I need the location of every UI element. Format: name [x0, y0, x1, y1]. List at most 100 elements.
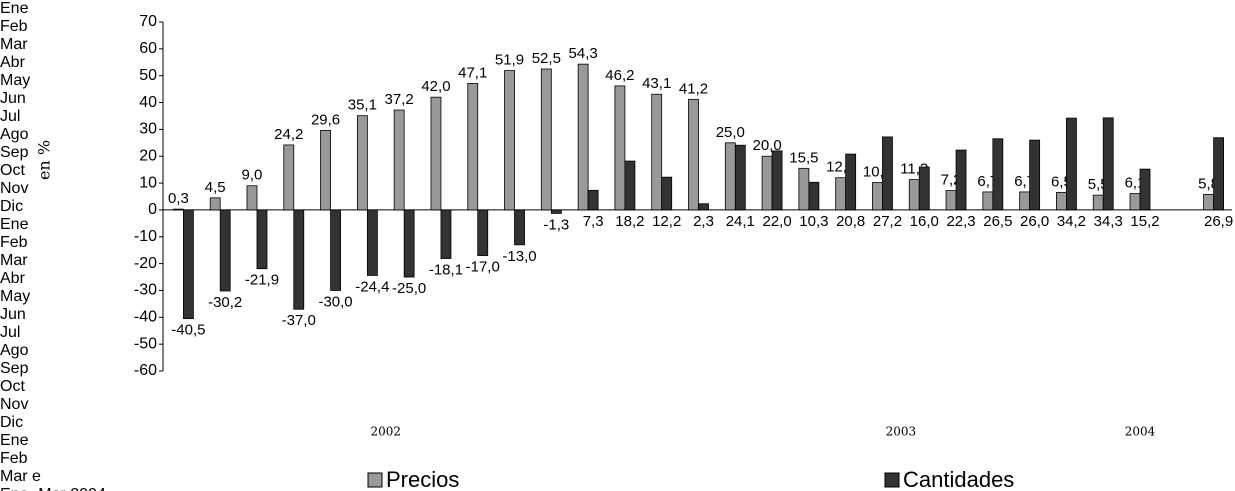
data-label: 35,1 [348, 97, 377, 114]
bar [430, 96, 442, 211]
x-tick-label: Feb [0, 234, 28, 251]
x-tick-label: Ene [0, 216, 29, 233]
y-tick-label: -40 [134, 309, 157, 326]
y-tick-label: 70 [139, 13, 157, 30]
y-tick-label: -50 [134, 335, 157, 352]
bar [246, 185, 258, 211]
legend-label: Cantidades [903, 467, 1014, 491]
data-label: 37,2 [385, 91, 414, 108]
data-label: 41,2 [679, 80, 708, 97]
x-tick-label: Jun [0, 306, 26, 323]
y-tick-label: -30 [134, 282, 157, 299]
data-label: -24,4 [355, 278, 389, 295]
x-tick-label: Nov [0, 180, 29, 197]
x-tick-label: Mar e [0, 468, 41, 485]
bar [992, 138, 1004, 211]
bar [209, 197, 221, 211]
data-label: 42,0 [421, 78, 450, 95]
data-label: 18,2 [615, 213, 644, 230]
x-tick-label: Ene- Mar 2004 [0, 486, 1235, 491]
data-label: 4,5 [205, 179, 226, 196]
data-label: 34,3 [1094, 213, 1123, 230]
y-tick-label: 50 [139, 67, 157, 84]
bar [872, 182, 883, 211]
data-label: 10,3 [799, 213, 828, 230]
data-label: 27,2 [873, 213, 902, 230]
bar [467, 83, 479, 211]
bar [1019, 191, 1031, 211]
legend-swatch [884, 472, 900, 488]
x-tick-label: Ago [0, 126, 29, 143]
data-label: 47,1 [458, 64, 487, 81]
y-tick-label: 10 [139, 174, 157, 191]
y-tick-label: -60 [134, 362, 157, 379]
data-label: 15,2 [1130, 213, 1159, 230]
bar [587, 189, 599, 211]
x-tick-label: May [0, 288, 31, 305]
bar [734, 144, 746, 211]
legend-swatch [367, 472, 383, 488]
y-tick-label: 40 [139, 94, 157, 111]
bar [1203, 193, 1215, 211]
bar [945, 190, 957, 211]
data-label: 22,0 [762, 213, 791, 230]
data-label: 24,1 [726, 213, 755, 230]
bar [440, 209, 452, 259]
data-label: 20,8 [836, 213, 865, 230]
bar [698, 203, 709, 211]
x-tick-label: Abr [0, 270, 25, 287]
bar [293, 209, 305, 310]
data-label: 7,3 [583, 213, 604, 230]
bar [808, 181, 820, 211]
bar [955, 149, 967, 211]
bar [540, 68, 552, 211]
bar [1066, 117, 1077, 211]
data-label: 0,3 [168, 190, 189, 207]
bar [1056, 192, 1067, 211]
data-label: -13,0 [502, 248, 536, 265]
x-tick-label: Nov [0, 396, 29, 413]
data-label: 2,3 [693, 213, 714, 230]
bar [614, 85, 626, 211]
bar [651, 93, 663, 211]
y-tick-label: -10 [134, 228, 157, 245]
data-label: 51,9 [495, 52, 524, 69]
year-label: 2004 [1125, 425, 1156, 439]
bar [504, 70, 515, 211]
data-label: 9,0 [242, 167, 263, 184]
bar [1102, 117, 1114, 211]
bar [1092, 194, 1104, 211]
data-label: 26,0 [1020, 213, 1049, 230]
bar [771, 150, 783, 211]
y-tick-label: 0 [148, 201, 157, 218]
x-tick-label: Mar [0, 36, 28, 53]
data-label: -25,0 [392, 280, 426, 297]
bar [761, 155, 773, 211]
x-tick-label: Jun [0, 90, 26, 107]
data-label: -18,1 [429, 261, 463, 278]
x-tick-label: Abr [0, 54, 25, 71]
x-tick-label: May [0, 72, 31, 89]
year-label: 2002 [370, 425, 401, 439]
bar [477, 209, 489, 256]
data-label: 16,0 [910, 213, 939, 230]
y-tick-label: -20 [134, 255, 157, 272]
x-tick-label: Ago [0, 342, 29, 359]
x-tick-label: Feb [0, 450, 28, 467]
legend-label: Precios [386, 467, 459, 491]
data-label: 34,2 [1057, 213, 1086, 230]
y-tick-label: 30 [139, 121, 157, 138]
bar [835, 177, 847, 211]
data-label: 46,2 [605, 67, 634, 84]
bar [514, 209, 525, 246]
data-label: 22,3 [946, 213, 975, 230]
y-axis-label: en % [35, 140, 54, 180]
bar [661, 176, 673, 211]
bar [982, 191, 994, 211]
data-label: -37,0 [282, 312, 316, 329]
x-tick-label: Mar [0, 252, 28, 269]
x-tick-label: Ene [0, 0, 29, 17]
bar [918, 166, 930, 211]
